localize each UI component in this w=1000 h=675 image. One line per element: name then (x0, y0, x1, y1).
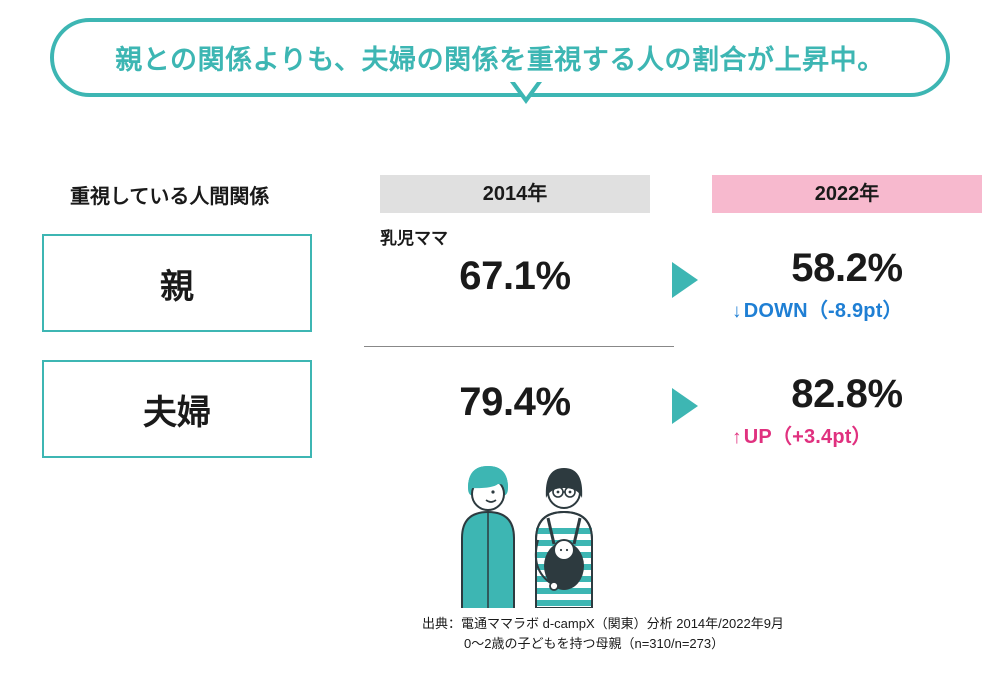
row-divider (364, 346, 674, 347)
headline-text: 親との関係よりも、夫婦の関係を重視する人の割合が上昇中。 (50, 18, 950, 97)
arrow-down-icon: ↓ (732, 301, 742, 322)
value-2022-couple: 82.8% (712, 372, 982, 417)
headline-speech-bubble: 親との関係よりも、夫婦の関係を重視する人の割合が上昇中。 (50, 18, 950, 97)
source-citation: 出典：電通ママラボ d-campX（関東）分析 2014年/2022年9月 0～… (422, 614, 784, 653)
sub-label-infant-mom: 乳児ママ (380, 224, 448, 249)
delta-label: UP（+3.4pt） (744, 426, 872, 448)
man-figure-icon (462, 466, 514, 608)
value-2014-couple: 79.4% (380, 380, 650, 425)
source-line-1: 出典：電通ママラボ d-campX（関東）分析 2014年/2022年9月 (422, 614, 784, 634)
delta-down-parents: ↓DOWN（-8.9pt） (732, 294, 982, 323)
category-label: 夫婦 (143, 385, 211, 434)
year-2022-header: 2022年 (712, 175, 982, 213)
value-2022-parents: 58.2% (712, 246, 982, 291)
category-box-parents: 親 (42, 234, 312, 332)
arrow-right-icon (672, 262, 698, 298)
arrow-right-icon (672, 388, 698, 424)
delta-label: DOWN（-8.9pt） (744, 300, 903, 322)
value-2014-parents: 67.1% (380, 254, 650, 299)
couple-with-baby-illustration (438, 448, 618, 608)
category-label: 親 (160, 259, 194, 308)
woman-with-baby-figure-icon (536, 468, 592, 608)
source-line-2: 0～2歳の子どもを持つ母親（n=310/n=273） (422, 634, 784, 654)
arrow-up-icon: ↑ (732, 427, 742, 448)
section-title: 重視している人間関係 (70, 180, 269, 209)
delta-up-couple: ↑UP（+3.4pt） (732, 420, 982, 449)
year-2014-header: 2014年 (380, 175, 650, 213)
category-box-couple: 夫婦 (42, 360, 312, 458)
